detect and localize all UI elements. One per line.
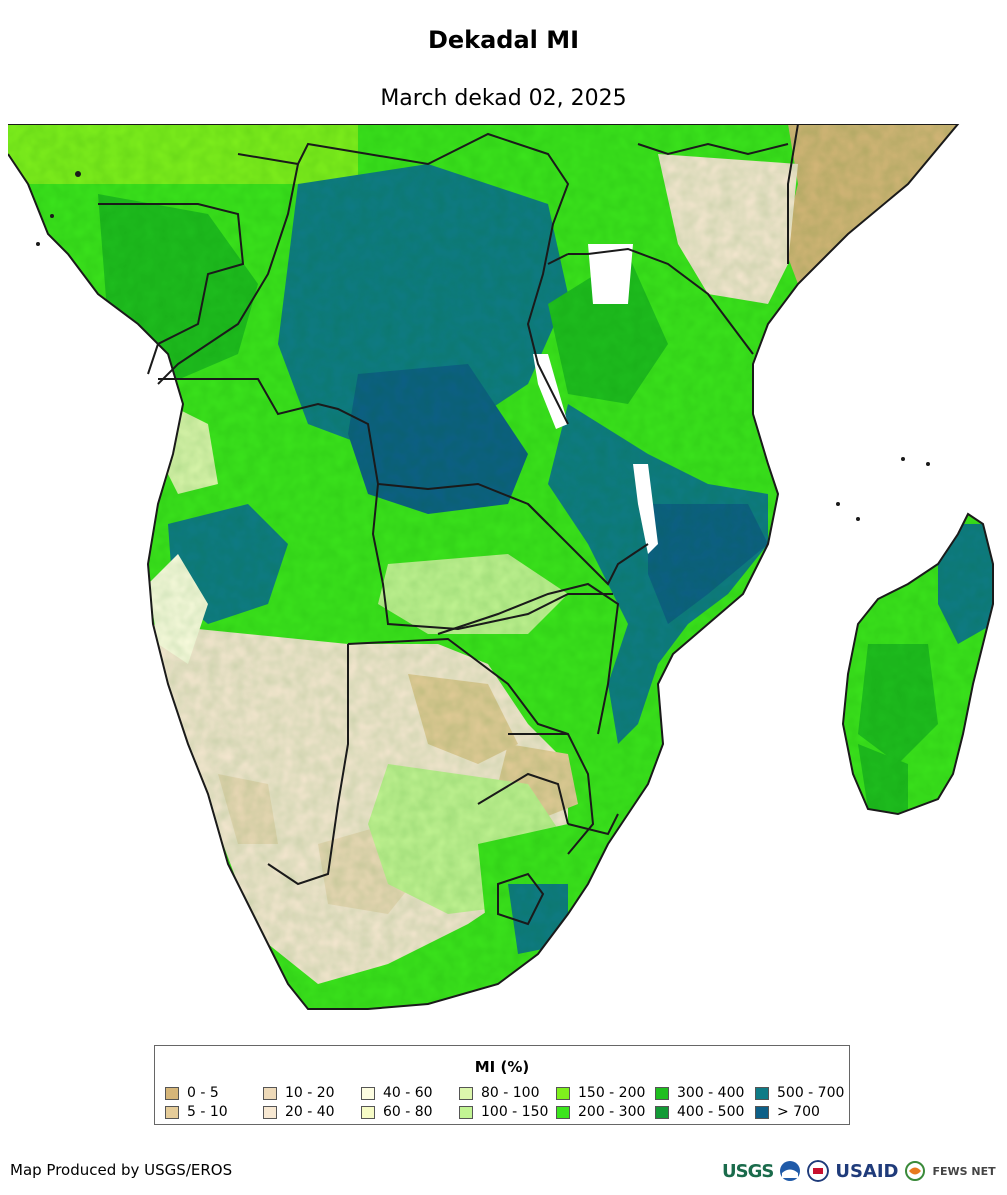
- map-legend: MI (%) 0 - 5 5 - 10 10 - 20 20 - 40 40 - 60 6…: [154, 1045, 850, 1125]
- usgs-logo: USGS: [722, 1160, 774, 1182]
- partner-logos: USGS USAID FEWS NET: [722, 1156, 996, 1186]
- legend-swatch: [655, 1086, 669, 1100]
- legend-swatch: [755, 1086, 769, 1100]
- map-title: Dekadal MI: [427, 26, 580, 54]
- usaid-seal-icon: [807, 1160, 830, 1182]
- lake-malawi-nodata: [633, 464, 658, 554]
- legend-item: 60 - 80: [361, 1103, 433, 1121]
- legend-swatch: [263, 1105, 277, 1119]
- legend-item: 100 - 150: [459, 1103, 548, 1121]
- map-credit: Map Produced by USGS/EROS: [10, 1161, 233, 1179]
- legend-swatch: [263, 1086, 277, 1100]
- legend-label: 60 - 80: [383, 1104, 433, 1120]
- legend-item: 300 - 400: [655, 1084, 744, 1102]
- legend-label: 20 - 40: [285, 1104, 335, 1120]
- legend-item: 20 - 40: [263, 1103, 335, 1121]
- legend-swatch: [165, 1105, 179, 1119]
- legend-swatch: [556, 1086, 570, 1100]
- legend-label: 40 - 60: [383, 1085, 433, 1101]
- legend-swatch: [361, 1086, 375, 1100]
- legend-item: 500 - 700: [755, 1084, 844, 1102]
- legend-swatch: [755, 1105, 769, 1119]
- legend-label: 300 - 400: [677, 1085, 745, 1101]
- legend-label: 10 - 20: [285, 1085, 335, 1101]
- moisture-index-map: [8, 124, 994, 1010]
- lake-victoria-nodata: [588, 244, 633, 304]
- mainland-moisture-field: [8, 124, 958, 1009]
- legend-item: 400 - 500: [655, 1103, 744, 1121]
- legend-label: 0 - 5: [187, 1085, 219, 1101]
- legend-swatch: [361, 1105, 375, 1119]
- legend-items: 0 - 5 5 - 10 10 - 20 20 - 40 40 - 60 60 - 80 8…: [165, 1084, 845, 1122]
- legend-item: 0 - 5: [165, 1084, 219, 1102]
- legend-label: 150 - 200: [578, 1085, 646, 1101]
- legend-swatch: [165, 1086, 179, 1100]
- legend-label: 100 - 150: [481, 1104, 549, 1120]
- legend-item: 80 - 100: [459, 1084, 540, 1102]
- legend-swatch: [459, 1105, 473, 1119]
- legend-label: 200 - 300: [578, 1104, 646, 1120]
- legend-item: > 700: [755, 1103, 820, 1121]
- legend-swatch: [655, 1105, 669, 1119]
- small-islands: [36, 171, 930, 521]
- legend-label: 80 - 100: [481, 1085, 540, 1101]
- globe-icon: [905, 1161, 926, 1181]
- legend-label: 5 - 10: [187, 1104, 228, 1120]
- legend-item: 150 - 200: [556, 1084, 645, 1102]
- legend-item: 200 - 300: [556, 1103, 645, 1121]
- noaa-seal-icon: [780, 1161, 801, 1181]
- legend-title: MI (%): [474, 1058, 530, 1076]
- legend-swatch: [556, 1105, 570, 1119]
- legend-label: 500 - 700: [777, 1085, 845, 1101]
- fews-net-logo: FEWS NET: [932, 1164, 996, 1178]
- legend-item: 40 - 60: [361, 1084, 433, 1102]
- madagascar-moisture-field: [843, 514, 993, 814]
- legend-label: > 700: [777, 1104, 820, 1120]
- legend-item: 10 - 20: [263, 1084, 335, 1102]
- legend-label: 400 - 500: [677, 1104, 745, 1120]
- legend-swatch: [459, 1086, 473, 1100]
- country-borders: [98, 124, 799, 926]
- map-subtitle: March dekad 02, 2025: [380, 86, 627, 111]
- legend-item: 5 - 10: [165, 1103, 228, 1121]
- usaid-logo: USAID: [835, 1160, 899, 1182]
